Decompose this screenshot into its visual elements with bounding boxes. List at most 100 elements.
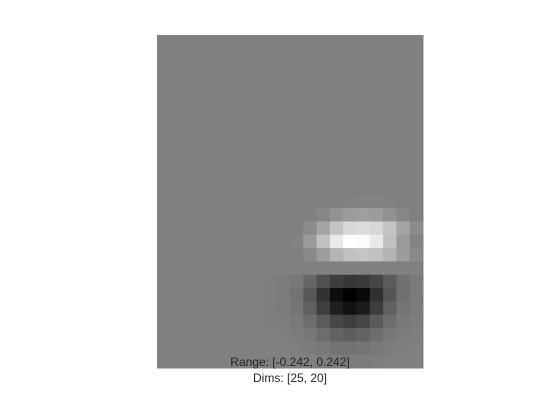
heatmap-cell xyxy=(196,354,211,369)
heatmap-cell xyxy=(343,234,357,249)
heatmap-cell xyxy=(409,114,424,129)
heatmap-cell xyxy=(196,328,211,342)
heatmap-cell xyxy=(303,328,318,342)
heatmap-cell xyxy=(316,74,331,89)
heatmap-cell xyxy=(276,88,291,103)
heatmap-cell xyxy=(343,341,357,356)
heatmap-cell xyxy=(223,328,238,342)
heatmap-cell xyxy=(356,154,371,169)
heatmap-cell xyxy=(157,328,171,342)
heatmap-cell xyxy=(329,61,344,76)
heatmap-cell xyxy=(290,154,304,169)
heatmap-cell xyxy=(236,314,251,329)
heatmap-cell xyxy=(157,341,171,356)
heatmap-cell xyxy=(210,88,224,103)
heatmap-cell xyxy=(210,261,224,276)
heatmap-cell xyxy=(369,35,384,49)
heatmap-cell xyxy=(290,181,304,196)
heatmap-cell xyxy=(396,208,411,222)
heatmap-cell xyxy=(196,35,211,49)
heatmap-cell xyxy=(263,154,278,169)
heatmap-cell xyxy=(157,141,171,156)
heatmap-cell xyxy=(183,288,198,302)
heatmap-cell xyxy=(356,48,371,63)
heatmap-cell xyxy=(250,194,264,209)
heatmap-cell xyxy=(263,61,278,76)
heatmap-cell xyxy=(396,35,411,49)
heatmap-cell xyxy=(263,168,278,183)
heatmap-cell xyxy=(383,354,397,369)
heatmap-cell xyxy=(210,194,224,209)
heatmap-cell xyxy=(196,61,211,76)
heatmap-cell xyxy=(183,154,198,169)
heatmap-cell xyxy=(157,181,171,196)
heatmap-cell xyxy=(290,114,304,129)
heatmap-cell xyxy=(170,314,185,329)
heatmap-cell xyxy=(303,301,318,316)
heatmap-cell xyxy=(250,234,264,249)
heatmap-cell xyxy=(210,61,224,76)
heatmap-cell xyxy=(290,288,304,302)
heatmap-cell xyxy=(329,234,344,249)
heatmap-cell xyxy=(356,88,371,103)
heatmap-cell xyxy=(223,288,238,302)
heatmap-cell xyxy=(196,288,211,302)
heatmap-cell xyxy=(396,88,411,103)
heatmap-cell xyxy=(276,114,291,129)
heatmap-cell xyxy=(276,194,291,209)
heatmap-cell xyxy=(303,248,318,262)
heatmap-cell xyxy=(383,221,397,236)
heatmap-cell xyxy=(409,141,424,156)
heatmap-cell xyxy=(223,154,238,169)
heatmap-cell xyxy=(263,114,278,129)
heatmap-cell xyxy=(157,314,171,329)
heatmap-cell xyxy=(250,341,264,356)
heatmap-cell xyxy=(316,261,331,276)
heatmap-cell xyxy=(276,248,291,262)
heatmap-cell xyxy=(329,128,344,143)
heatmap-cell xyxy=(170,88,185,103)
heatmap-cell xyxy=(170,48,185,63)
heatmap-cell xyxy=(356,61,371,76)
heatmap-cell xyxy=(250,274,264,289)
heatmap-cell xyxy=(276,61,291,76)
heatmap-cell xyxy=(303,181,318,196)
heatmap-cell xyxy=(396,274,411,289)
heatmap-cell xyxy=(303,288,318,302)
heatmap-cell xyxy=(157,301,171,316)
heatmap-cell xyxy=(250,208,264,222)
heatmap-cell xyxy=(170,341,185,356)
heatmap-cell xyxy=(250,154,264,169)
heatmap-cell xyxy=(157,354,171,369)
heatmap-cell xyxy=(263,48,278,63)
heatmap-cell xyxy=(276,341,291,356)
heatmap-cell xyxy=(196,74,211,89)
heatmap-cell xyxy=(170,154,185,169)
heatmap-cell xyxy=(356,288,371,302)
heatmap-cell xyxy=(263,288,278,302)
heatmap-cell xyxy=(276,354,291,369)
heatmap-cell xyxy=(396,301,411,316)
heatmap-cell xyxy=(290,341,304,356)
heatmap-cell xyxy=(409,221,424,236)
heatmap-cell xyxy=(329,341,344,356)
heatmap-cell xyxy=(369,181,384,196)
heatmap-cell xyxy=(383,74,397,89)
heatmap-cell xyxy=(210,248,224,262)
heatmap-cell xyxy=(196,261,211,276)
heatmap-cell xyxy=(210,48,224,63)
heatmap-cell xyxy=(356,194,371,209)
heatmap-cell xyxy=(316,48,331,63)
heatmap-cell xyxy=(210,141,224,156)
dims-label: Dims: [25, 20] xyxy=(252,371,328,385)
heatmap-cell xyxy=(170,194,185,209)
heatmap-cell xyxy=(276,154,291,169)
heatmap-cell xyxy=(356,354,371,369)
heatmap-cell xyxy=(290,48,304,63)
heatmap-cell xyxy=(396,141,411,156)
heatmap-cell xyxy=(383,274,397,289)
heatmap-cell xyxy=(236,35,251,49)
heatmap-cell xyxy=(369,194,384,209)
heatmap-cell xyxy=(303,114,318,129)
heatmap-cell xyxy=(383,114,397,129)
